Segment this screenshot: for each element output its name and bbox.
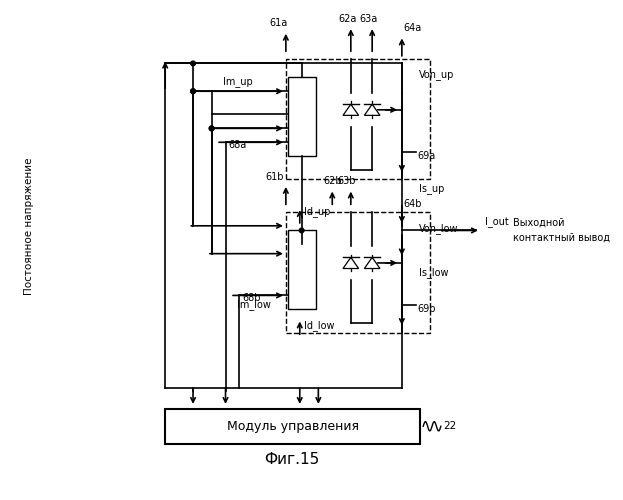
Text: Im_low: Im_low	[237, 299, 270, 310]
Polygon shape	[343, 104, 359, 116]
Circle shape	[209, 126, 214, 130]
Circle shape	[191, 89, 196, 94]
Text: Фиг.15: Фиг.15	[264, 452, 319, 467]
Text: 69b: 69b	[417, 304, 436, 314]
Polygon shape	[364, 258, 380, 268]
Polygon shape	[343, 258, 359, 268]
Text: 69a: 69a	[417, 151, 436, 161]
Text: Von_low: Von_low	[419, 222, 458, 234]
Text: Выходной: Выходной	[513, 218, 564, 228]
Text: 61b: 61b	[265, 172, 284, 181]
Bar	[286, 59, 430, 180]
Text: 62b: 62b	[323, 176, 341, 186]
Text: Im_up: Im_up	[223, 76, 252, 88]
Text: 68a: 68a	[228, 140, 247, 150]
Text: 62a: 62a	[338, 14, 356, 24]
Bar	[288, 230, 316, 310]
Text: 64b: 64b	[404, 200, 422, 209]
Text: 68b: 68b	[242, 293, 261, 303]
Circle shape	[191, 61, 196, 66]
Text: Is_up: Is_up	[419, 183, 444, 194]
Text: Id_up: Id_up	[305, 206, 331, 218]
Text: 22: 22	[444, 422, 457, 432]
Text: 63b: 63b	[338, 176, 356, 186]
Bar	[165, 408, 421, 444]
Text: контактный вывод: контактный вывод	[513, 233, 611, 243]
Polygon shape	[364, 104, 380, 116]
Text: Von_up: Von_up	[419, 70, 454, 80]
Circle shape	[209, 126, 214, 130]
Bar	[288, 78, 316, 156]
Bar	[286, 212, 430, 332]
Text: Модуль управления: Модуль управления	[227, 420, 359, 433]
Text: 64a: 64a	[404, 23, 422, 33]
Text: I_out: I_out	[485, 216, 509, 226]
Text: 61a: 61a	[269, 18, 288, 28]
Text: 63a: 63a	[359, 14, 378, 24]
Text: Id_low: Id_low	[305, 320, 335, 330]
Circle shape	[191, 89, 196, 94]
Text: Is_low: Is_low	[419, 267, 448, 278]
Text: Постоянное напряжение: Постоянное напряжение	[24, 157, 34, 294]
Circle shape	[299, 228, 304, 233]
